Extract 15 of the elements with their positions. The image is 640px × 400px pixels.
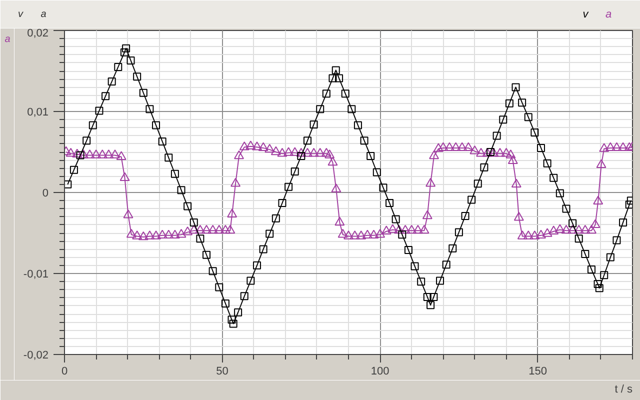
y-tick-label: 0 [42,188,49,200]
x-axis-title: t / s [614,384,633,396]
y-tick-label: 0,01 [27,106,49,118]
y-tick-label: 0,02 [27,28,49,40]
text: a [40,9,47,20]
x-tick-label: 150 [528,366,548,378]
text: a [605,8,612,20]
text: v [582,8,590,20]
text: v [18,9,24,20]
y-tick-label: -0,01 [23,268,49,280]
x-tick-label: 100 [370,366,390,378]
x-tick-label: 0 [61,366,68,378]
x-tick-label: 50 [216,366,228,378]
y-tick-label: -0,02 [23,350,49,362]
y-axis-title: a [4,34,11,46]
